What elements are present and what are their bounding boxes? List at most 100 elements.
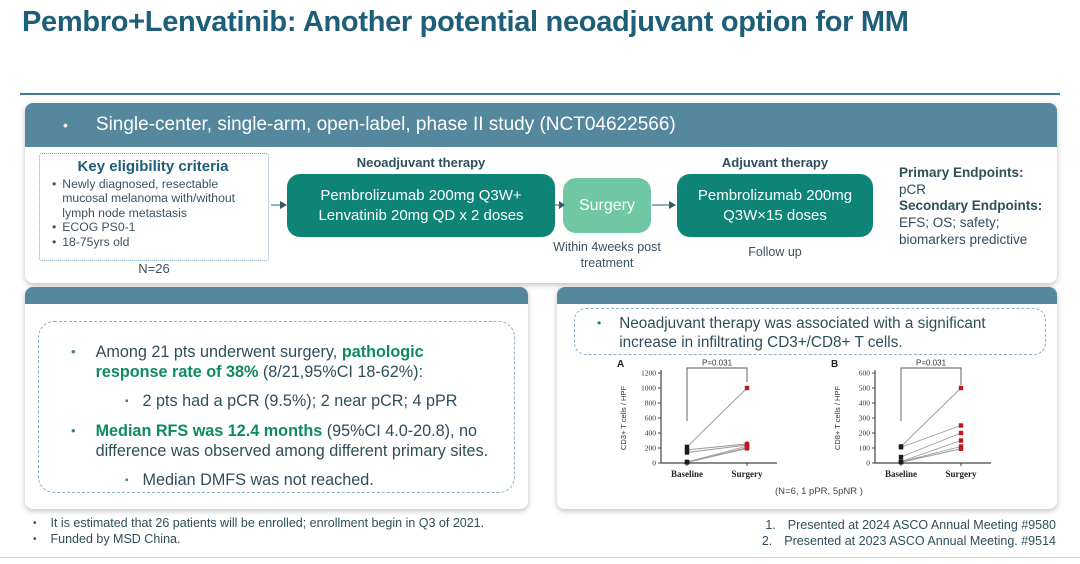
neoadjuvant-stage-label: Neoadjuvant therapy bbox=[356, 155, 486, 170]
study-banner-text: Single-center, single-arm, open-label, p… bbox=[95, 114, 676, 135]
footnote-number: 2. bbox=[761, 534, 773, 548]
bullet-glyph: • bbox=[71, 344, 76, 359]
neoadjuvant-therapy-box: Pembrolizumab 200mg Q3W+ Lenvatinib 20mg… bbox=[287, 174, 555, 237]
footnote-right-1-text: Presented at 2024 ASCO Annual Meeting #9… bbox=[787, 518, 1056, 532]
results-panel-header bbox=[25, 287, 528, 304]
svg-text:P=0.031: P=0.031 bbox=[916, 359, 947, 368]
svg-text:A: A bbox=[617, 359, 624, 370]
chart-note: (N=6, 1 pPR, 5pNR ) bbox=[775, 486, 863, 497]
bullet-glyph: • bbox=[52, 177, 57, 191]
bullet-glyph: • bbox=[52, 234, 57, 249]
results-bullet-1: • Among 21 pts underwent surgery, pathol… bbox=[53, 342, 500, 383]
eligibility-item: • 18-75yrs old bbox=[46, 235, 260, 249]
bullet-glyph: • bbox=[52, 220, 57, 235]
chart-cd8-paired-plot: B 0 100 200 300 400 500 600 Baseline Surgery CD8+ … bbox=[829, 357, 1034, 504]
neoadjuvant-box-line1: Pembrolizumab 200mg Q3W+ bbox=[320, 187, 522, 204]
secondary-endpoints-value: EFS; OS; safety; biomarkers predictive bbox=[899, 215, 1028, 247]
results-dashed-box: • Among 21 pts underwent surgery, pathol… bbox=[38, 321, 515, 493]
eligibility-item: • Newly diagnosed, resectable mucosal me… bbox=[46, 177, 260, 220]
footnote-left-2: • Funded by MSD China. bbox=[33, 532, 180, 548]
results-subbullet-2-text: Median DMFS was not reached. bbox=[142, 470, 374, 489]
flow-arrow-icon bbox=[271, 201, 287, 209]
svg-text:Baseline: Baseline bbox=[671, 469, 703, 479]
footnote-right-1: 1. Presented at 2024 ASCO Annual Meeting … bbox=[765, 518, 1056, 532]
adjuvant-box-line2: Q3W×15 doses bbox=[723, 206, 827, 224]
study-banner: • Single-center, single-arm, open-label,… bbox=[25, 103, 1057, 147]
svg-text:Surgery: Surgery bbox=[732, 469, 763, 479]
results-bullet-1-bold: pathologic response rate of 38% bbox=[95, 343, 424, 382]
svg-text:800: 800 bbox=[645, 399, 657, 408]
results-panel: • Among 21 pts underwent surgery, pathol… bbox=[25, 287, 528, 509]
eligibility-item-text: Newly diagnosed, resectable mucosal mela… bbox=[62, 177, 236, 220]
svg-text:300: 300 bbox=[859, 414, 871, 423]
svg-text:1000: 1000 bbox=[641, 384, 656, 393]
footnote-right-2: 2. Presented at 2023 ASCO Annual Meeting.… bbox=[762, 534, 1056, 548]
footnote-left-1-text: It is estimated that 26 patients will be… bbox=[50, 516, 485, 530]
adjuvant-therapy-box: Pembrolizumab 200mg Q3W×15 doses bbox=[677, 174, 873, 237]
results-subbullet-1: ▪ 2 pts had a pCR (9.5%); 2 near pCR; 4 … bbox=[125, 392, 500, 411]
results-bullet-2-bold: Median RFS was 12.4 months bbox=[95, 421, 323, 440]
square-bullet-glyph: ▪ bbox=[125, 474, 129, 486]
secondary-endpoints-label: Secondary Endpoints: bbox=[899, 198, 1043, 214]
svg-text:500: 500 bbox=[859, 384, 871, 393]
svg-text:CD3+ T cells / HPF: CD3+ T cells / HPF bbox=[619, 386, 628, 451]
eligibility-item-text: 18-75yrs old bbox=[62, 234, 130, 249]
svg-text:200: 200 bbox=[859, 429, 871, 438]
svg-text:600: 600 bbox=[859, 369, 871, 378]
svg-text:400: 400 bbox=[645, 429, 657, 438]
bullet-glyph: • bbox=[33, 534, 37, 545]
primary-endpoints-label: Primary Endpoints: bbox=[899, 165, 1024, 180]
svg-text:200: 200 bbox=[645, 444, 657, 453]
bottom-divider bbox=[0, 557, 1080, 558]
results-bullet-1-pre: Among 21 pts underwent surgery, bbox=[95, 343, 342, 361]
results-bullet-2: • Median RFS was 12.4 months (95%CI 4.0-… bbox=[53, 421, 500, 462]
svg-text:1200: 1200 bbox=[641, 369, 656, 378]
svg-text:P=0.031: P=0.031 bbox=[702, 359, 733, 368]
eligibility-criteria-box: Key eligibility criteria • Newly diagnos… bbox=[39, 153, 269, 261]
footnote-number: 1. bbox=[765, 518, 776, 532]
title-divider bbox=[20, 93, 1060, 95]
svg-text:B: B bbox=[831, 359, 838, 370]
bullet-glyph: • bbox=[597, 316, 602, 330]
flow-arrow-icon bbox=[652, 201, 676, 209]
endpoints-block: Primary Endpoints: pCR Secondary Endpoin… bbox=[899, 165, 1057, 249]
flow-arrow-icon bbox=[555, 201, 565, 209]
svg-text:CD8+ T cells / HPF: CD8+ T cells / HPF bbox=[833, 386, 842, 451]
study-design-card: • Single-center, single-arm, open-label,… bbox=[25, 103, 1057, 283]
svg-text:0: 0 bbox=[866, 459, 870, 468]
adjuvant-stage-label: Adjuvant therapy bbox=[721, 155, 829, 170]
surgery-caption: Within 4weeks post treatment bbox=[553, 240, 661, 270]
results-bullet-1-post: (8/21,95%CI 18-62%): bbox=[258, 363, 424, 382]
neoadjuvant-box-line2: Lenvatinib 20mg QD x 2 doses bbox=[318, 206, 524, 224]
square-bullet-glyph: ▪ bbox=[125, 395, 129, 407]
adjuvant-caption: Follow up bbox=[748, 245, 802, 259]
tcell-dashed-box: • Neoadjuvant therapy was associated wit… bbox=[574, 308, 1046, 355]
eligibility-item-text: ECOG PS0-1 bbox=[62, 220, 136, 235]
svg-text:600: 600 bbox=[645, 414, 657, 423]
tcell-bullet-text: Neoadjuvant therapy was associated with … bbox=[619, 315, 986, 352]
tcell-panel-header bbox=[557, 287, 1057, 304]
svg-text:Surgery: Surgery bbox=[946, 469, 977, 479]
results-bullet-2-post: (95%CI 4.0-20.8), no difference was obse… bbox=[95, 421, 489, 461]
svg-text:Baseline: Baseline bbox=[885, 469, 917, 479]
footnote-left-1: • It is estimated that 26 patients will … bbox=[33, 516, 484, 532]
surgery-box: Surgery bbox=[563, 178, 651, 233]
surgery-box-label: Surgery bbox=[578, 196, 636, 214]
banner-bullet: • bbox=[63, 117, 68, 133]
footnote-right-2-text: Presented at 2023 ASCO Annual Meeting. #… bbox=[784, 534, 1056, 548]
page-title: Pembro+Lenvatinib: Another potential neo… bbox=[22, 6, 909, 38]
eligibility-title: Key eligibility criteria bbox=[77, 158, 229, 175]
footnote-left-2-text: Funded by MSD China. bbox=[50, 532, 181, 546]
primary-endpoints-value: pCR bbox=[899, 181, 927, 197]
bullet-glyph: • bbox=[33, 518, 37, 529]
chart-cd3-paired-plot: A 0 200 400 600 800 1000 1200 Baseline Surgery CD3… bbox=[615, 357, 820, 504]
enrollment-n-label: N=26 bbox=[138, 261, 170, 276]
bullet-glyph: • bbox=[71, 422, 76, 438]
results-subbullet-2: ▪ Median DMFS was not reached. bbox=[125, 471, 500, 490]
svg-text:400: 400 bbox=[859, 399, 871, 408]
tcell-panel: • Neoadjuvant therapy was associated wit… bbox=[557, 287, 1057, 509]
eligibility-item: • ECOG PS0-1 bbox=[46, 220, 260, 234]
svg-text:100: 100 bbox=[859, 444, 871, 453]
results-subbullet-1-text: 2 pts had a pCR (9.5%); 2 near pCR; 4 pP… bbox=[142, 391, 458, 410]
adjuvant-box-line1: Pembrolizumab 200mg bbox=[697, 187, 853, 204]
